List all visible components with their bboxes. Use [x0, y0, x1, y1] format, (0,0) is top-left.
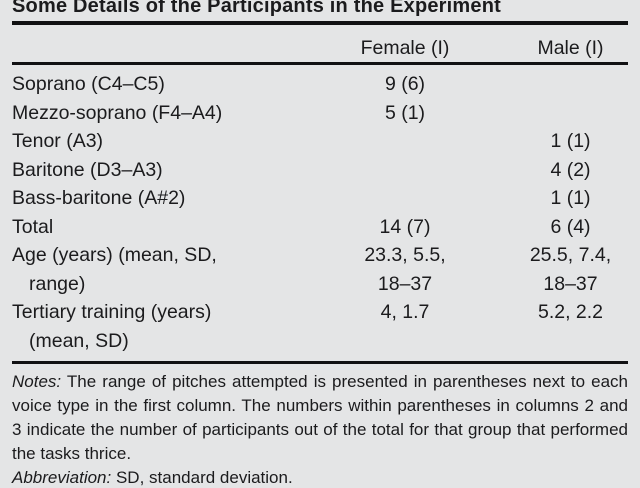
female-value: 9 (6) — [384, 73, 426, 95]
female-value: 5 (1) — [384, 101, 426, 124]
male-value: 6 (4) — [550, 215, 591, 238]
table-row-baritone: Baritone (D3–A3) 4 (2) — [12, 156, 628, 185]
notes-label: Notes: — [12, 372, 62, 391]
row-label: Total — [12, 215, 54, 238]
participants-table: Female (I) Male (I) Soprano (C4–C5) 9 (6… — [12, 25, 628, 359]
table-row-soprano: Soprano (C4–C5) 9 (6) — [12, 64, 628, 99]
female-value: 18–37 — [377, 272, 433, 295]
row-label: Mezzo-soprano (F4–A4) — [12, 101, 223, 124]
table-title-container: Some Details of the Participants in the … — [12, 0, 628, 18]
row-label: Tertiary training (years) — [12, 301, 212, 323]
female-value: 23.3, 5.5, — [364, 244, 446, 266]
female-value — [297, 127, 513, 156]
male-value — [513, 327, 628, 360]
row-label: Bass-baritone (A#2) — [12, 187, 186, 209]
row-label: Soprano (C4–C5) — [12, 73, 165, 95]
male-value: 25.5, 7.4, — [529, 244, 612, 266]
male-value: 4 (2) — [550, 158, 591, 181]
female-value: 4, 1.7 — [380, 301, 430, 323]
male-value: 5.2, 2.2 — [537, 301, 604, 323]
row-label: Baritone (D3–A3) — [12, 158, 163, 181]
table-row-mezzo-soprano: Mezzo-soprano (F4–A4) 5 (1) — [12, 99, 628, 128]
male-value: 1 (1) — [550, 130, 591, 152]
abbreviation-line: Abbreviation: SD, standard deviation. — [12, 466, 628, 488]
abbreviation-label: Abbreviation: — [12, 468, 112, 487]
row-label: (mean, SD) — [29, 329, 129, 352]
header-female: Female (I) — [297, 25, 513, 65]
bottom-rule — [12, 361, 628, 364]
notes-text: The range of pitches attempted is presen… — [12, 372, 629, 463]
table-title: Some Details of the Participants in the … — [12, 0, 502, 17]
top-rule — [12, 21, 628, 25]
row-label: range) — [29, 272, 86, 295]
header-empty-cell — [12, 25, 297, 65]
male-value — [513, 99, 628, 128]
table-row-tertiary-training: Tertiary training (years) 4, 1.7 5.2, 2.… — [12, 298, 628, 327]
male-value: 18–37 — [543, 272, 598, 295]
header-male: Male (I) — [513, 25, 628, 65]
male-value: 1 (1) — [550, 187, 591, 209]
male-value — [513, 64, 628, 99]
notes-paragraph: Notes: The range of pitches attempted is… — [12, 370, 628, 466]
header-row: Female (I) Male (I) — [12, 25, 628, 65]
female-value — [297, 184, 513, 213]
table-row-bass-baritone: Bass-baritone (A#2) 1 (1) — [12, 184, 628, 213]
female-value — [297, 156, 513, 185]
table-row-tertiary-training-cont: (mean, SD) — [12, 327, 628, 360]
table-row-total: Total 14 (7) 6 (4) — [12, 213, 628, 242]
row-label: Age (years) (mean, SD, — [12, 244, 217, 266]
female-value: 14 (7) — [379, 215, 431, 238]
table-row-age-range: range) 18–37 18–37 — [12, 270, 628, 299]
table-row-tenor: Tenor (A3) 1 (1) — [12, 127, 628, 156]
row-label: Tenor (A3) — [12, 130, 104, 152]
abbreviation-text: SD, standard deviation. — [115, 468, 293, 487]
table-row-age: Age (years) (mean, SD, 23.3, 5.5, 25.5, … — [12, 241, 628, 270]
female-value — [297, 327, 513, 360]
